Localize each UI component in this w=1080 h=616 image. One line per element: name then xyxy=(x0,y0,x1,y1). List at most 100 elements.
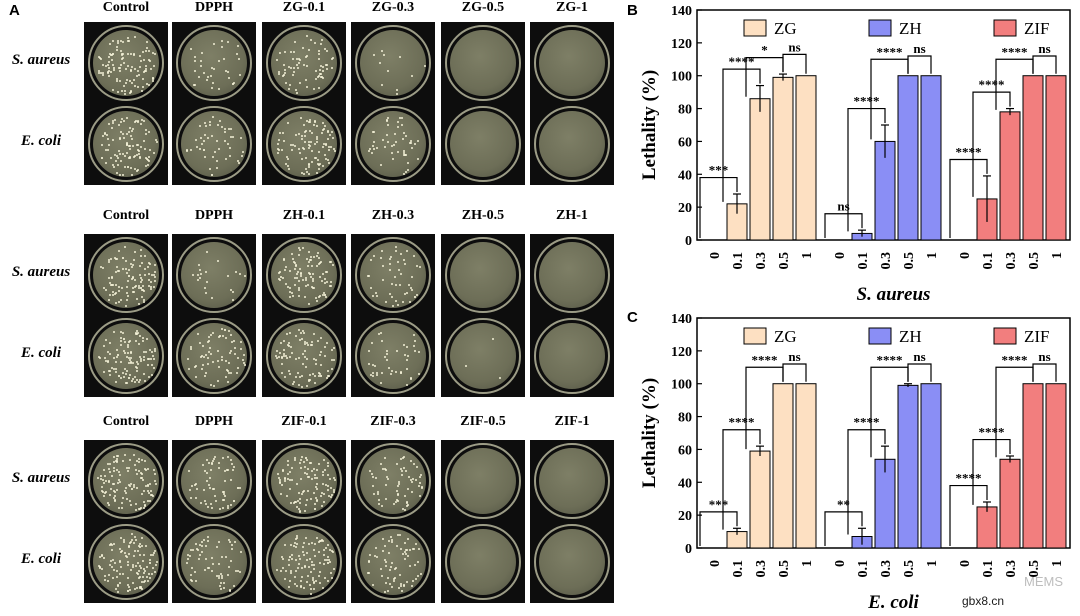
bacterial-colony xyxy=(287,563,290,566)
bacterial-colony xyxy=(195,146,198,149)
bacterial-colony xyxy=(122,572,125,575)
bacterial-colony xyxy=(306,264,309,267)
bacterial-colony xyxy=(109,353,112,356)
bacterial-colony xyxy=(129,147,132,150)
bacterial-colony xyxy=(294,144,297,147)
petri-dish-photo xyxy=(441,234,525,316)
bacterial-colony xyxy=(105,148,108,151)
bacterial-colony xyxy=(138,302,140,305)
bacterial-colony xyxy=(203,469,206,472)
bacterial-colony xyxy=(223,131,226,134)
bacterial-colony xyxy=(107,501,110,504)
row-label: E. coli xyxy=(21,551,61,567)
bacterial-colony xyxy=(417,140,420,143)
column-header: ZH-0.3 xyxy=(371,208,415,223)
bacterial-colony xyxy=(319,495,322,498)
bacterial-colony xyxy=(417,158,420,161)
bacterial-colony xyxy=(118,173,121,176)
bacterial-colony xyxy=(321,77,324,80)
bacterial-colony xyxy=(216,140,219,143)
bacterial-colony xyxy=(128,340,131,343)
bacterial-colony xyxy=(133,587,136,590)
bacterial-colony xyxy=(146,158,149,161)
agar-surface xyxy=(181,30,247,96)
agar-surface xyxy=(271,111,337,177)
bacterial-colony xyxy=(199,277,202,280)
bacterial-colony xyxy=(156,560,159,563)
agar-surface xyxy=(181,448,247,514)
bacterial-colony xyxy=(331,349,334,352)
bacterial-colony xyxy=(386,590,389,593)
bacterial-colony xyxy=(323,127,326,130)
bacterial-colony xyxy=(400,589,403,592)
bacterial-colony xyxy=(147,499,150,502)
bacterial-colony xyxy=(222,492,225,495)
significance-bracket xyxy=(847,429,886,535)
bacterial-colony xyxy=(139,280,142,283)
bacterial-colony xyxy=(146,266,149,268)
bacterial-colony xyxy=(300,138,303,141)
bacterial-colony xyxy=(314,381,317,384)
bacterial-colony xyxy=(414,563,417,566)
bacterial-colony xyxy=(136,562,139,565)
bacterial-colony xyxy=(135,473,138,476)
bacterial-colony xyxy=(395,141,397,144)
bacterial-colony xyxy=(327,559,330,562)
bacterial-colony xyxy=(296,372,299,375)
bacterial-colony xyxy=(122,256,125,259)
bacterial-colony xyxy=(278,271,281,274)
bacterial-colony xyxy=(147,58,150,61)
bacterial-colony xyxy=(144,147,147,150)
bacterial-colony xyxy=(303,461,306,464)
bacterial-colony xyxy=(305,552,308,555)
bacterial-colony xyxy=(391,295,394,298)
bacterial-colony xyxy=(111,88,114,91)
bacterial-colony xyxy=(327,562,330,565)
bacterial-colony xyxy=(122,497,125,500)
bacterial-colony xyxy=(218,574,221,577)
petri-dish-photo xyxy=(530,234,614,316)
bacterial-colony xyxy=(404,551,407,554)
bacterial-colony xyxy=(199,125,202,128)
bacterial-colony xyxy=(409,142,412,145)
bacterial-colony xyxy=(210,570,213,573)
bacterial-colony xyxy=(296,499,299,502)
bacterial-colony xyxy=(140,471,142,474)
bacterial-colony xyxy=(305,559,308,562)
bacterial-colony xyxy=(377,490,380,493)
bacterial-colony xyxy=(110,58,113,61)
bacterial-colony xyxy=(206,471,209,474)
bacterial-colony xyxy=(286,333,289,336)
significance-bracket xyxy=(722,429,761,530)
bacterial-colony xyxy=(216,575,219,578)
bacterial-colony xyxy=(189,496,192,499)
bacterial-colony xyxy=(197,333,200,336)
bacterial-colony xyxy=(133,535,136,538)
bacterial-colony xyxy=(228,589,231,592)
bacterial-colony xyxy=(134,285,137,288)
bacterial-colony xyxy=(236,371,239,374)
bacterial-colony xyxy=(129,483,132,485)
bacterial-colony xyxy=(229,127,232,130)
bacterial-colony xyxy=(370,472,373,475)
agar-surface xyxy=(181,323,247,389)
significance-label: * xyxy=(761,43,768,58)
bacterial-colony xyxy=(110,543,113,546)
bacterial-colony xyxy=(412,334,415,337)
column-header: ZG-0.3 xyxy=(371,0,415,15)
petri-dish xyxy=(88,524,164,600)
bacterial-colony xyxy=(288,167,291,170)
bacterial-colony xyxy=(372,583,375,586)
bacterial-colony xyxy=(417,350,420,353)
bacterial-colony xyxy=(419,495,422,498)
bacterial-colony xyxy=(331,550,334,553)
bacterial-colony xyxy=(333,491,336,494)
bacterial-colony xyxy=(307,173,310,176)
bacterial-colony xyxy=(229,559,232,562)
bacterial-colony xyxy=(374,476,377,479)
bacterial-colony xyxy=(228,352,231,355)
bacterial-colony xyxy=(402,507,405,510)
agar-surface xyxy=(93,242,159,308)
bacterial-colony xyxy=(278,148,281,151)
bacterial-colony xyxy=(294,89,297,92)
